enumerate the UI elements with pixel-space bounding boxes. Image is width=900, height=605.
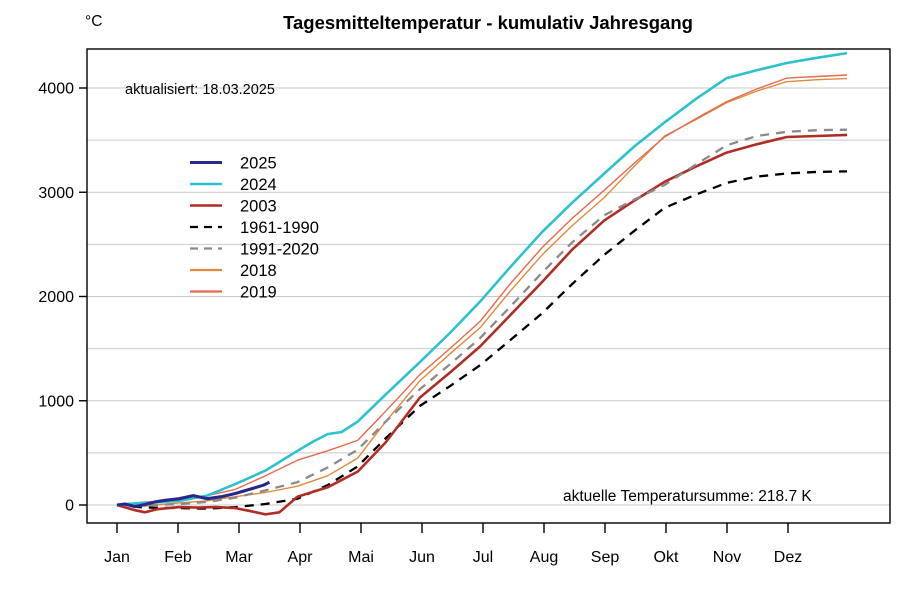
x-axis-month-label: Mai (348, 549, 374, 566)
x-axis-month-label: Apr (288, 549, 314, 566)
x-axis-month-label: Feb (164, 549, 192, 566)
legend-label-2019: 2019 (240, 284, 277, 302)
series-1991-2020-line (116, 128, 848, 507)
legend-label-2003: 2003 (240, 198, 277, 216)
x-axis-month-label: Sep (591, 549, 620, 566)
y-axis-unit-label: °C (85, 13, 102, 30)
x-axis-month-label: Jul (473, 549, 493, 566)
legend-label-1991-2020: 1991-2020 (240, 241, 319, 259)
x-axis-month-label: Dez (774, 549, 802, 566)
legend-label-2018: 2018 (240, 262, 277, 280)
x-axis-month-label: Okt (654, 549, 679, 566)
x-axis-month-label: Jan (104, 549, 130, 566)
y-axis-tick-label: 0 (65, 498, 74, 515)
gridlines (87, 87, 890, 506)
series-1961-1990-line (116, 170, 848, 510)
y-axis-tick-label: 4000 (38, 81, 74, 98)
x-axis-month-label: Jun (409, 549, 435, 566)
updated-annotation: aktualisiert: 18.03.2025 (125, 82, 275, 98)
series-2003-line (116, 133, 848, 516)
y-axis: 0 1000 2000 3000 4000 (38, 81, 87, 515)
chart-title: Tagesmitteltemperatur - kumulativ Jahres… (283, 12, 693, 33)
legend-label-2024: 2024 (240, 176, 277, 194)
legend-label-2025: 2025 (240, 155, 277, 173)
current-sum-annotation: aktuelle Temperatursumme: 218.7 K (563, 488, 812, 505)
series-2025-line (116, 480, 271, 509)
y-axis-tick-label: 3000 (38, 185, 74, 202)
x-axis-month-label: Mar (225, 549, 253, 566)
series-2019-line (116, 74, 848, 506)
y-axis-tick-label: 2000 (38, 289, 74, 306)
legend: 2025 2024 2003 1961-1990 1991-2020 2018 2019 (190, 155, 319, 302)
data-series (116, 51, 848, 516)
y-axis-tick-label: 1000 (38, 393, 74, 410)
x-axis-month-label: Aug (530, 549, 558, 566)
legend-label-1961-1990: 1961-1990 (240, 219, 319, 237)
x-axis-month-label: Nov (713, 549, 741, 566)
x-axis: Jan Feb Mar Apr Mai Jun Jul Aug Sep Okt Nov Dez (104, 523, 802, 566)
plot-area-border (86, 48, 891, 524)
series-2024-line (116, 51, 848, 507)
